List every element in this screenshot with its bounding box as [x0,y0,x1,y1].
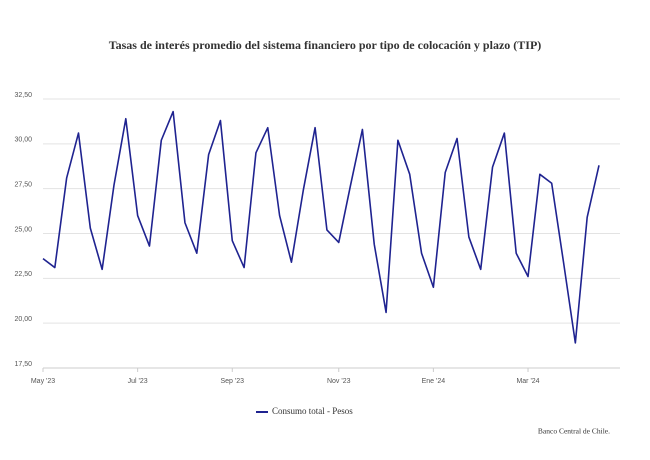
x-tick-label: Mar '24 [516,378,539,385]
x-tick-label: May '23 [31,378,55,385]
x-tick-label: Ene '24 [422,378,446,385]
y-tick-label: 25,00 [14,226,32,233]
chart-title: Tasas de interés promedio del sistema fi… [109,38,542,52]
x-tick-label: Jul '23 [128,378,148,385]
x-tick-label: Nov '23 [327,378,351,385]
x-tick-label: Sep '23 [221,378,245,385]
y-tick-label: 20,00 [14,316,32,323]
y-tick-label: 32,50 [14,92,32,99]
y-tick-label: 27,50 [14,182,32,189]
y-tick-label: 30,00 [14,137,32,144]
credit: Banco Central de Chile. [538,427,610,436]
y-tick-label: 22,50 [14,271,32,278]
legend-label: Consumo total - Pesos [272,406,353,416]
y-tick-label: 17,50 [14,361,32,368]
line [42,110,600,344]
